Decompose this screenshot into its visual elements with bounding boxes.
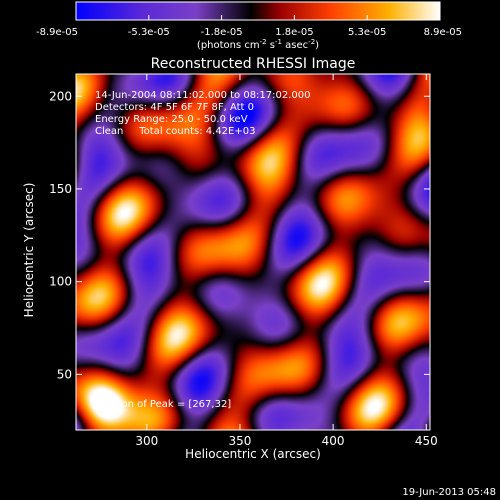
y-tick-label: 100 xyxy=(49,275,72,289)
colorbar-tick-label: -8.9e-05 xyxy=(36,27,78,38)
footer-timestamp: 19-Jun-2013 05:48 xyxy=(402,487,496,498)
colorbar-unit-label: (photons cm-2 s-1 asec-2) xyxy=(197,38,319,51)
colorbar-tick-label: -1.8e-05 xyxy=(201,27,243,38)
y-tick-label: 200 xyxy=(49,89,72,103)
colorbar-tick-label: 8.9e-05 xyxy=(424,27,462,38)
annotation-detectors: Detectors: 4F 5F 6F 7F 8F, Att 0 xyxy=(95,102,254,113)
x-tick-label: 300 xyxy=(135,434,158,448)
heatmap-image xyxy=(76,74,430,430)
x-tick-label: 450 xyxy=(415,434,438,448)
annotation-peak-position: Position of Peak = [267,32] xyxy=(95,399,231,410)
annotation-total-counts: Clean Total counts: 4.42E+03 xyxy=(95,126,255,137)
y-tick-label: 50 xyxy=(57,367,72,381)
axis-ticks: 300 350 400 450 50 100 150 200 xyxy=(49,74,438,448)
annotation-energy-range: Energy Range: 25.0 - 50.0 keV xyxy=(95,114,248,125)
colorbar-tick-label: -5.3e-05 xyxy=(128,27,170,38)
x-tick-label: 400 xyxy=(322,434,345,448)
annotation-time-range: 14-Jun-2004 08:11:02.000 to 08:17:02.000 xyxy=(95,90,311,101)
plot-frame xyxy=(75,73,431,431)
y-tick-label: 150 xyxy=(49,182,72,196)
colorbar xyxy=(75,1,441,21)
x-axis-label: Heliocentric X (arcsec) xyxy=(185,447,321,461)
colorbar-tick-label: 5.3e-05 xyxy=(348,27,386,38)
x-tick-label: 350 xyxy=(229,434,252,448)
y-axis-label: Heliocentric Y (arcsec) xyxy=(22,183,36,318)
colorbar-ticks: -8.9e-05 -5.3e-05 -1.8e-05 1.8e-05 5.3e-05 8.… xyxy=(36,15,462,38)
colorbar-tick-label: 1.8e-05 xyxy=(275,27,313,38)
chart-title: Reconstructed RHESSI Image xyxy=(151,56,356,72)
